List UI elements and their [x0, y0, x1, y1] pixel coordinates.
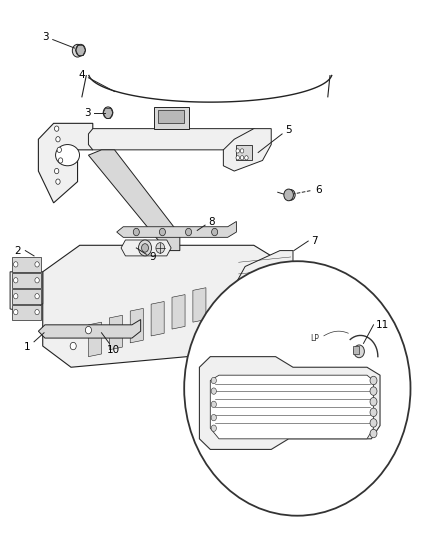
Text: 2: 2 — [14, 246, 21, 256]
Text: 8: 8 — [208, 217, 215, 228]
Polygon shape — [353, 346, 359, 354]
Circle shape — [370, 429, 377, 438]
Polygon shape — [110, 316, 122, 350]
Circle shape — [354, 345, 364, 358]
Circle shape — [212, 228, 218, 236]
Circle shape — [233, 300, 240, 308]
Circle shape — [211, 415, 216, 421]
Circle shape — [240, 156, 244, 160]
Circle shape — [211, 425, 216, 431]
Circle shape — [236, 149, 240, 153]
Circle shape — [103, 107, 113, 118]
Polygon shape — [237, 251, 293, 325]
Polygon shape — [130, 309, 143, 343]
Polygon shape — [151, 302, 164, 336]
Circle shape — [370, 376, 377, 385]
Polygon shape — [121, 240, 171, 256]
Text: 3: 3 — [84, 108, 91, 118]
Polygon shape — [12, 257, 41, 272]
Text: 11: 11 — [375, 320, 389, 330]
Polygon shape — [39, 319, 141, 338]
Polygon shape — [193, 288, 206, 322]
Polygon shape — [172, 295, 185, 329]
Circle shape — [211, 377, 216, 384]
Circle shape — [138, 240, 152, 256]
Circle shape — [35, 294, 39, 299]
Circle shape — [14, 278, 18, 283]
Polygon shape — [199, 357, 380, 449]
Circle shape — [240, 149, 244, 153]
Polygon shape — [236, 144, 252, 160]
Text: 3: 3 — [42, 33, 49, 43]
Circle shape — [54, 126, 59, 131]
Circle shape — [85, 326, 92, 334]
Circle shape — [57, 147, 61, 152]
Polygon shape — [12, 273, 41, 288]
Polygon shape — [88, 322, 102, 357]
Polygon shape — [12, 289, 41, 304]
Circle shape — [14, 310, 18, 315]
Polygon shape — [88, 150, 180, 251]
Polygon shape — [154, 108, 188, 128]
Text: 9: 9 — [149, 252, 156, 262]
Text: 7: 7 — [311, 236, 318, 246]
Circle shape — [211, 401, 216, 408]
Circle shape — [284, 189, 293, 201]
Circle shape — [141, 244, 148, 252]
Text: 1: 1 — [24, 342, 31, 352]
Circle shape — [35, 278, 39, 283]
Polygon shape — [39, 123, 93, 203]
Polygon shape — [117, 221, 237, 237]
Text: 4: 4 — [78, 70, 85, 79]
Circle shape — [58, 158, 63, 163]
Circle shape — [56, 136, 60, 142]
Circle shape — [35, 310, 39, 315]
Circle shape — [245, 156, 248, 160]
Circle shape — [159, 228, 166, 236]
Circle shape — [70, 342, 76, 350]
Circle shape — [242, 289, 248, 297]
Text: 5: 5 — [285, 125, 292, 135]
Circle shape — [54, 168, 59, 174]
Circle shape — [133, 228, 139, 236]
Circle shape — [35, 262, 39, 267]
Text: LP: LP — [310, 334, 319, 343]
Circle shape — [370, 398, 377, 406]
Circle shape — [370, 387, 377, 395]
Text: 10: 10 — [107, 345, 120, 356]
Circle shape — [14, 262, 18, 267]
Circle shape — [185, 228, 191, 236]
Circle shape — [370, 419, 377, 427]
Polygon shape — [88, 128, 262, 150]
Circle shape — [211, 388, 216, 394]
Circle shape — [286, 190, 295, 200]
Circle shape — [76, 44, 85, 56]
Polygon shape — [12, 305, 41, 319]
Circle shape — [156, 243, 165, 253]
Polygon shape — [43, 245, 280, 367]
Circle shape — [56, 179, 60, 184]
Ellipse shape — [56, 144, 80, 166]
Polygon shape — [158, 110, 184, 123]
Text: 6: 6 — [315, 184, 321, 195]
Circle shape — [370, 408, 377, 417]
Circle shape — [14, 294, 18, 299]
Polygon shape — [210, 375, 374, 439]
Circle shape — [72, 44, 83, 57]
Polygon shape — [223, 128, 271, 171]
Ellipse shape — [184, 261, 410, 516]
Polygon shape — [10, 272, 43, 314]
Circle shape — [236, 156, 240, 160]
